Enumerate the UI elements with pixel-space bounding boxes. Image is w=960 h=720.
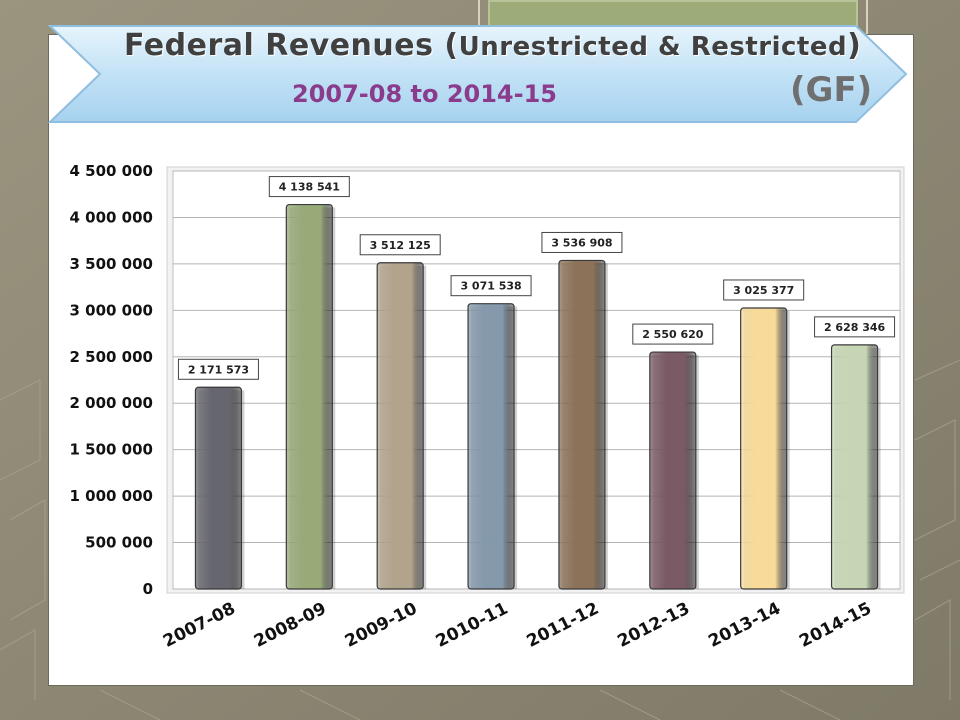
bar-2013-14 — [740, 307, 788, 590]
y-tick-label: 2 500 000 — [69, 348, 153, 366]
title-part-b: Unrestricted & Restricted — [458, 32, 848, 62]
svg-text:2 171 573: 2 171 573 — [188, 363, 249, 376]
svg-text:3 025 377: 3 025 377 — [733, 284, 794, 297]
x-tick-label: 2011-12 — [524, 599, 603, 652]
data-label: 2 628 346 — [814, 316, 896, 338]
x-tick-label: 2014-15 — [796, 599, 875, 652]
y-tick-label: 2 000 000 — [69, 394, 153, 412]
data-label: 4 138 541 — [268, 176, 350, 198]
y-tick-label: 0 — [143, 580, 153, 598]
svg-text:3 512 125: 3 512 125 — [370, 239, 431, 252]
bar-2012-13 — [649, 351, 697, 590]
y-tick-label: 1 500 000 — [69, 441, 153, 459]
x-tick-label: 2008-09 — [251, 599, 330, 652]
title-part-c: ) — [847, 28, 862, 63]
y-tick-label: 500 000 — [85, 534, 153, 552]
chart-title: Federal Revenues (Unrestricted & Restric… — [124, 28, 864, 63]
data-label: 3 512 125 — [359, 234, 441, 256]
bar-2014-15 — [830, 344, 879, 590]
data-label: 2 550 620 — [632, 323, 714, 345]
svg-text:3 536 908: 3 536 908 — [551, 236, 612, 249]
data-label: 3 025 377 — [723, 279, 805, 301]
chart-title-tag: (GF) — [790, 70, 873, 110]
chart-subtitle: 2007-08 to 2014-15 — [292, 80, 557, 108]
y-tick-label: 3 500 000 — [69, 255, 153, 273]
decor-line-right — [866, 0, 868, 36]
svg-text:4 138 541: 4 138 541 — [279, 181, 340, 194]
svg-text:2 628 346: 2 628 346 — [824, 321, 886, 334]
decor-line-left — [478, 0, 480, 36]
bar-2008-09 — [285, 203, 333, 590]
svg-text:3 071 538: 3 071 538 — [460, 280, 521, 293]
title-banner — [48, 25, 908, 123]
bar-2009-10 — [376, 262, 424, 590]
data-label: 2 171 573 — [177, 358, 259, 380]
x-tick-label: 2009-10 — [342, 599, 421, 652]
data-label: 3 071 538 — [450, 275, 532, 297]
x-tick-label: 2012-13 — [614, 599, 693, 652]
x-tick-label: 2007-08 — [160, 599, 239, 652]
title-part-a: Federal Revenues ( — [124, 28, 459, 63]
x-tick-label: 2013-14 — [705, 599, 784, 652]
y-tick-label: 3 000 000 — [69, 301, 153, 319]
data-label: 3 536 908 — [541, 231, 623, 253]
y-tick-label: 4 500 000 — [69, 162, 153, 180]
svg-text:2 550 620: 2 550 620 — [642, 328, 704, 341]
bar-2011-12 — [558, 259, 606, 590]
bar-2007-08 — [194, 386, 243, 590]
y-tick-label: 4 000 000 — [69, 208, 153, 226]
y-tick-label: 1 000 000 — [69, 487, 153, 505]
bar-2010-11 — [467, 303, 515, 590]
x-tick-label: 2010-11 — [433, 599, 512, 652]
